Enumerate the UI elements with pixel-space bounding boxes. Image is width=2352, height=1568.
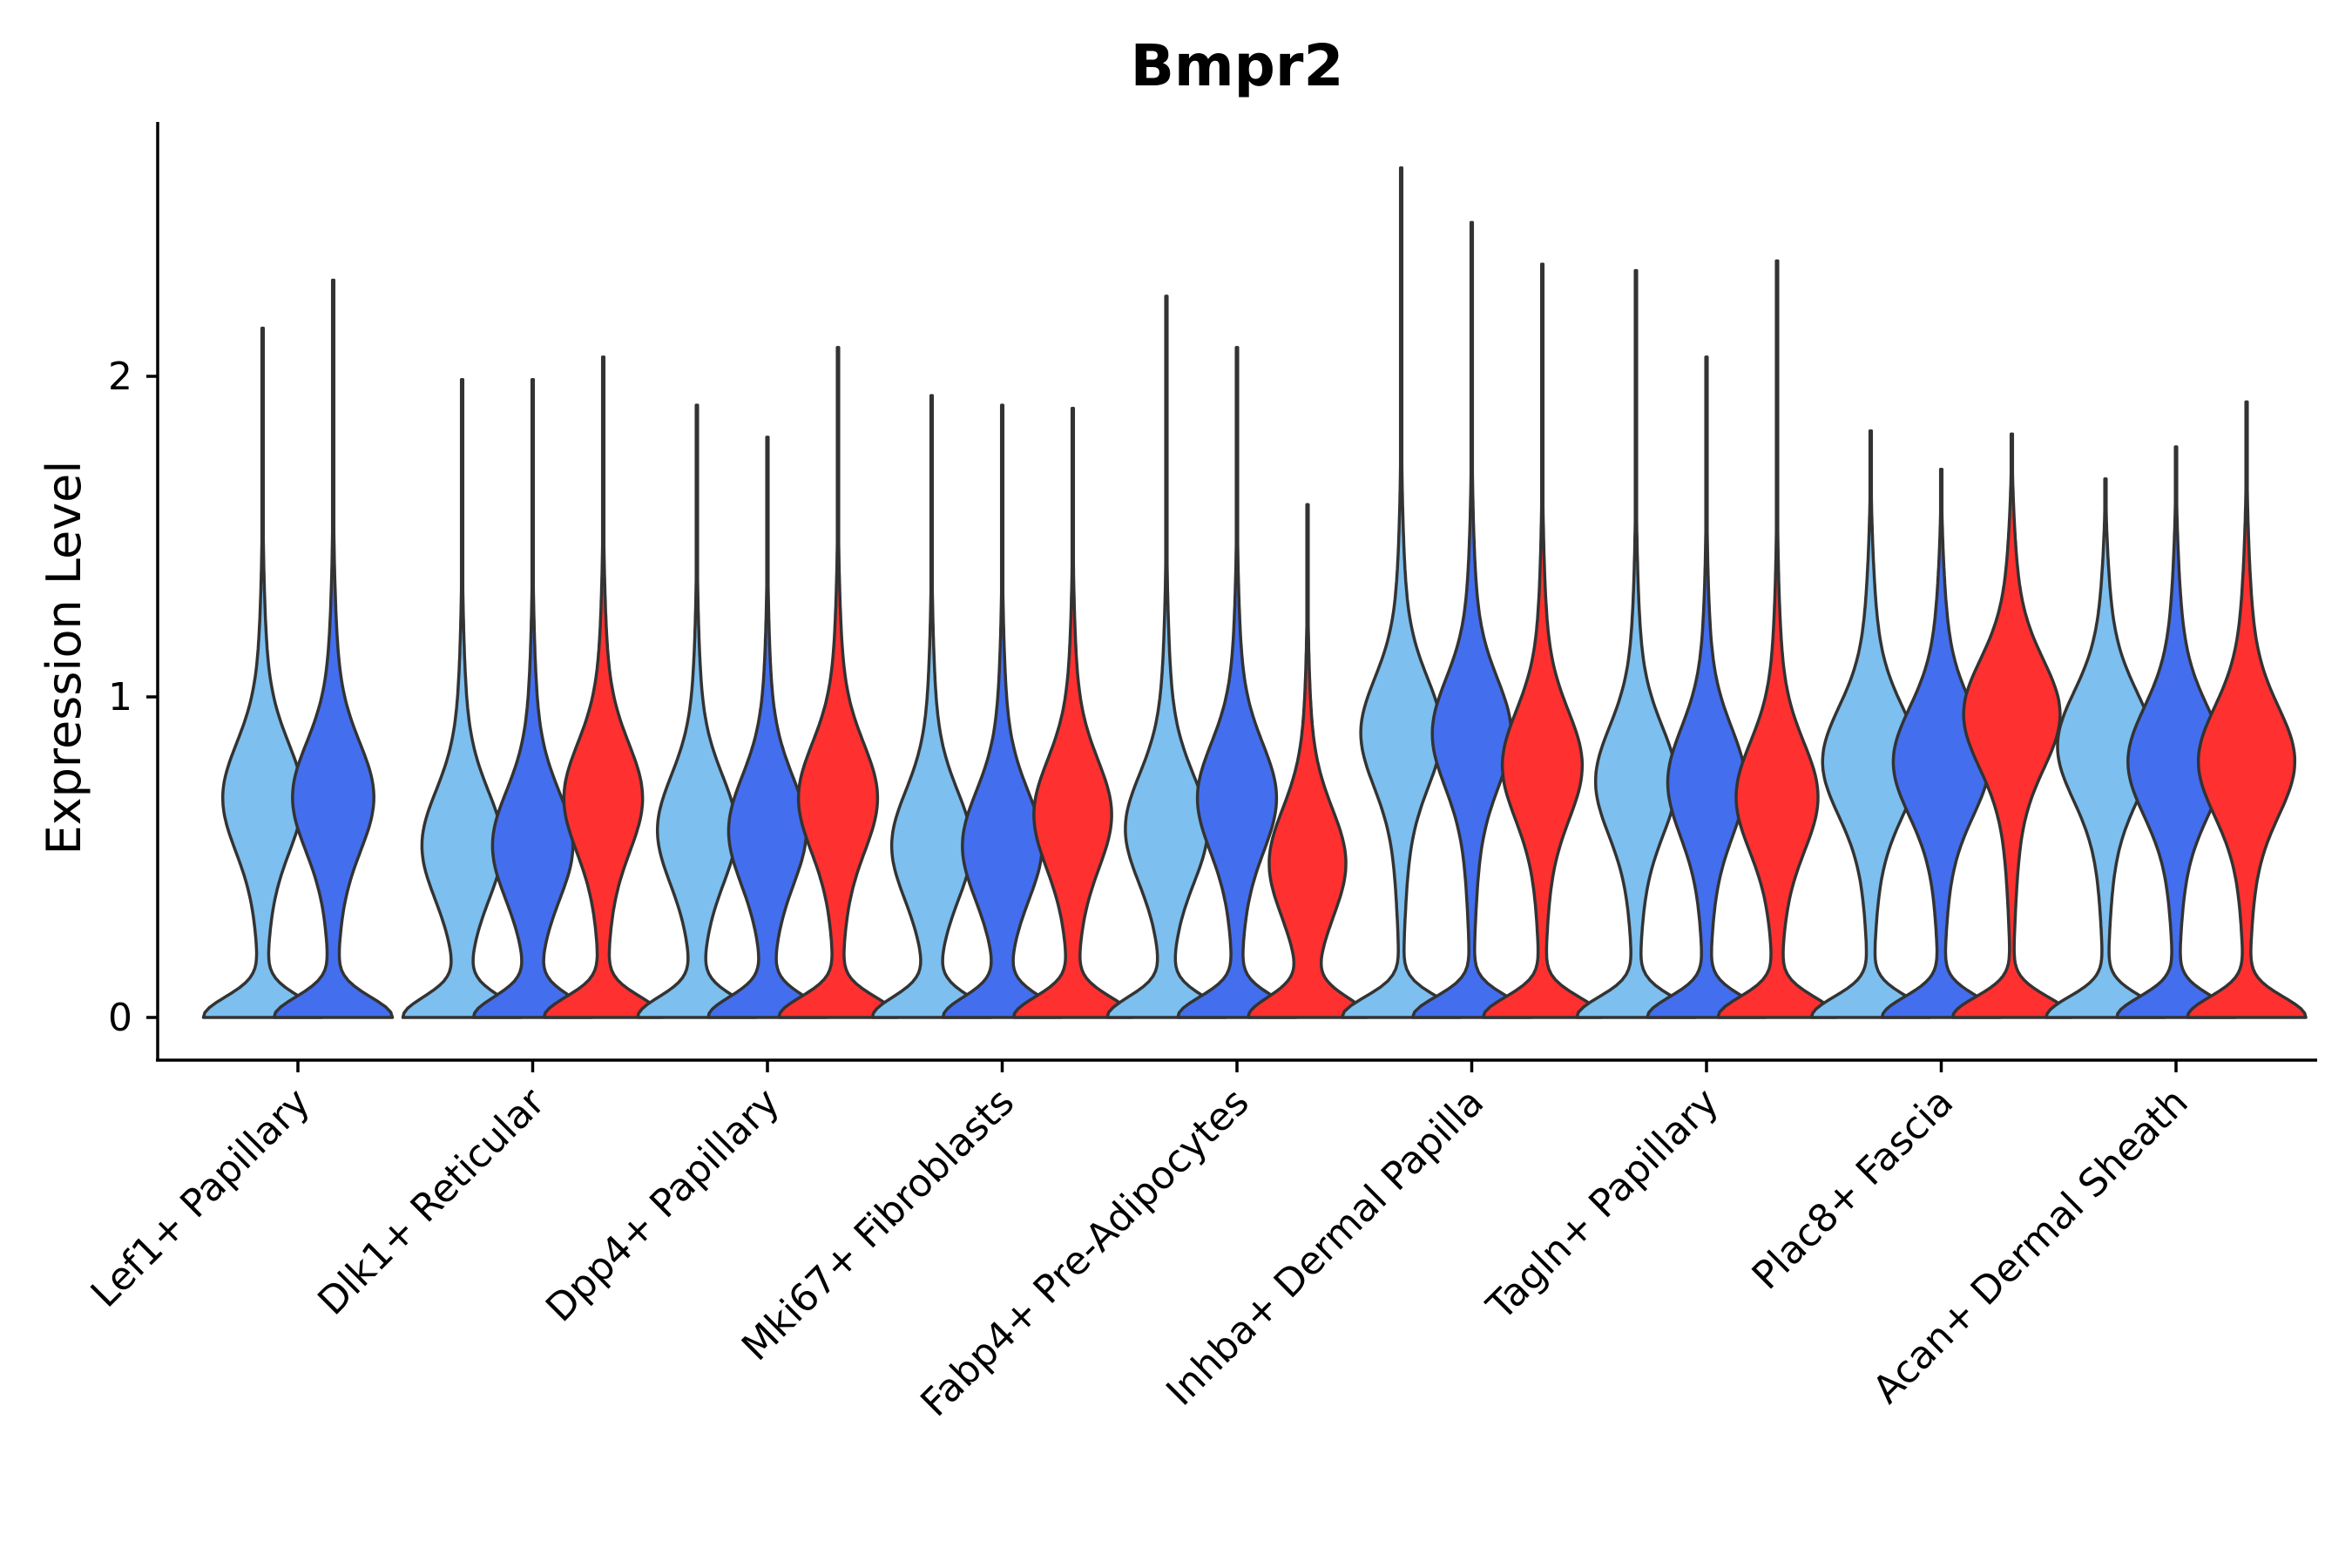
x-tick-label: Lef1+ Papillary bbox=[83, 1080, 319, 1316]
violin-1-2 bbox=[401, 377, 524, 1019]
violin-1-6 bbox=[1340, 166, 1463, 1019]
y-tick-label: 2 bbox=[108, 355, 132, 399]
violin-2-5 bbox=[1176, 346, 1298, 1019]
chart-title: Bmpr2 bbox=[1131, 32, 1344, 99]
violin-1-3 bbox=[636, 403, 758, 1019]
violin-2-1 bbox=[272, 278, 395, 1019]
violin-2-7 bbox=[1646, 355, 1767, 1019]
violin-3-6 bbox=[1481, 262, 1604, 1019]
violin-3-5 bbox=[1247, 503, 1369, 1019]
x-tick-label: Tagln+ Papillary bbox=[1478, 1080, 1727, 1329]
violin-3-4 bbox=[1011, 407, 1134, 1019]
x-tick-label: Dlk1+ Reticular bbox=[309, 1079, 554, 1324]
violin-1-7 bbox=[1575, 268, 1697, 1019]
violin-3-7 bbox=[1716, 259, 1838, 1019]
violin-2-9 bbox=[2115, 445, 2237, 1019]
violin-layer bbox=[201, 166, 2308, 1019]
violin-3-8 bbox=[1950, 432, 2073, 1019]
violin-3-2 bbox=[542, 355, 665, 1019]
y-tick-label: 0 bbox=[108, 996, 132, 1040]
violin-2-4 bbox=[941, 403, 1064, 1019]
x-tick-label: Dpp4+ Papillary bbox=[537, 1080, 788, 1331]
violin-2-6 bbox=[1410, 220, 1533, 1019]
violin-1-9 bbox=[2044, 477, 2166, 1019]
violin-1-1 bbox=[201, 327, 324, 1019]
violin-1-4 bbox=[870, 394, 993, 1019]
violin-1-8 bbox=[1809, 429, 1932, 1019]
x-tick-label: Plac8+ Fascia bbox=[1744, 1080, 1963, 1299]
violin-1-5 bbox=[1105, 294, 1227, 1019]
violin-2-8 bbox=[1880, 467, 2003, 1019]
y-tick-label: 1 bbox=[108, 675, 132, 720]
violin-2-2 bbox=[471, 377, 594, 1019]
violin-3-3 bbox=[777, 346, 899, 1019]
y-axis-label: Expression Level bbox=[37, 461, 91, 855]
y-axis-ticks: 0 1 2 bbox=[108, 355, 158, 1040]
violin-2-3 bbox=[706, 436, 828, 1019]
violin-3-9 bbox=[2186, 400, 2308, 1019]
